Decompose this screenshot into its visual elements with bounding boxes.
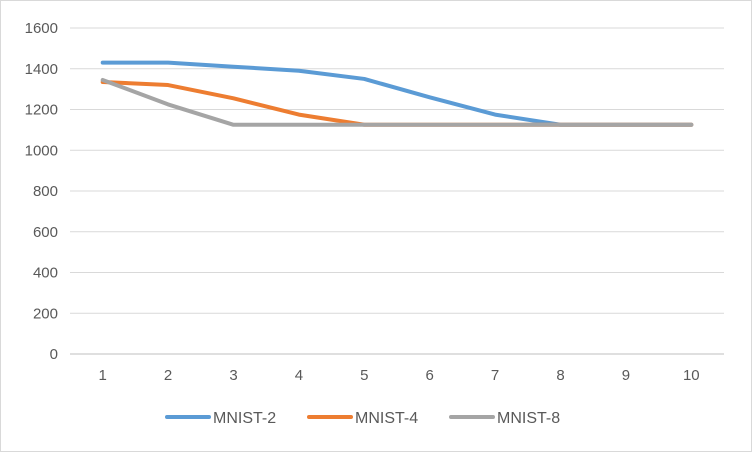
x-tick-label: 6: [426, 367, 434, 384]
y-tick-label: 400: [33, 265, 58, 282]
series-line-mnist-8: [100, 77, 694, 127]
x-tick-label: 5: [360, 367, 368, 384]
gridlines: [70, 27, 724, 355]
y-tick-label: 1000: [25, 142, 58, 159]
y-tick-label: 1600: [25, 20, 58, 37]
y-tick-label: 0: [50, 346, 58, 363]
legend-label: MNIST-2: [213, 410, 276, 427]
x-tick-label: 3: [229, 367, 237, 384]
legend-label: MNIST-8: [497, 410, 560, 427]
x-tick-label: 4: [295, 367, 303, 384]
y-tick-label: 800: [33, 183, 58, 200]
x-tick-label: 1: [99, 367, 107, 384]
x-axis-ticks: 1 2 3 4 5 6 7 8 9 10: [99, 367, 700, 384]
x-tick-label: 7: [491, 367, 499, 384]
y-tick-label: 200: [33, 305, 58, 322]
x-tick-label: 10: [683, 367, 700, 384]
y-tick-label: 1200: [25, 102, 58, 119]
x-tick-label: 2: [164, 367, 172, 384]
series-line-mnist-2: [100, 60, 694, 127]
y-tick-label: 1400: [25, 61, 58, 78]
x-tick-label: 8: [556, 367, 564, 384]
series-lines: [100, 60, 694, 127]
legend-label: MNIST-4: [355, 410, 418, 427]
x-tick-label: 9: [622, 367, 630, 384]
legend: MNIST-2 MNIST-4 MNIST-8: [165, 410, 560, 427]
y-axis-ticks: 0 200 400 600 800 1000 1200 1400 1600: [25, 20, 58, 363]
y-tick-label: 600: [33, 224, 58, 241]
